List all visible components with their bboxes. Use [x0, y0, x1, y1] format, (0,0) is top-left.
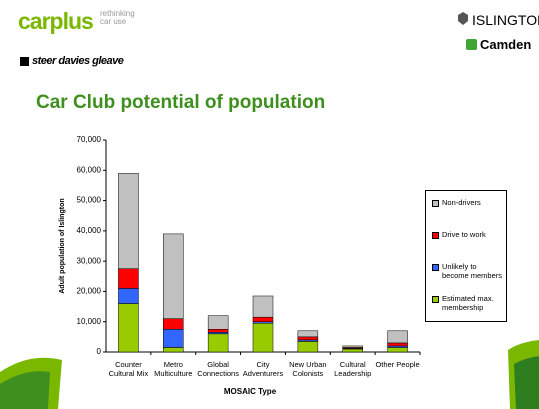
bar-segment: [252, 316, 274, 322]
x-tick-label: New Urban Colonists: [289, 360, 327, 378]
y-tick-label: 20,000: [77, 287, 102, 296]
y-tick-label: 10,000: [77, 317, 102, 326]
bar-segment: [387, 347, 408, 353]
bar-segment: [118, 173, 139, 269]
legend-entry: Estimated max. membership: [432, 294, 504, 312]
legend-swatch: [432, 200, 439, 207]
bar-segment: [118, 268, 139, 289]
x-tick-label: Cultural Leadership: [334, 360, 372, 378]
y-tick-label: 0: [97, 347, 102, 356]
x-tick-label: City Adventurers: [242, 360, 284, 378]
legend-entry: Drive to work: [432, 230, 504, 240]
bar-segment: [207, 315, 229, 330]
x-tick-label: Counter Cultural Mix: [108, 360, 149, 378]
legend-label: Non-drivers: [442, 198, 481, 207]
bar-segment: [387, 330, 408, 344]
bar-segment: [252, 295, 274, 318]
bar-segment: [297, 336, 319, 341]
legend-label: Drive to work: [442, 230, 486, 239]
legend-swatch: [432, 264, 439, 271]
x-tick-label: Global Connections: [197, 360, 239, 378]
bar-segment: [387, 342, 408, 347]
legend-label: Estimated max. membership: [442, 294, 494, 312]
bar-segment: [297, 341, 319, 353]
bar-segment: [163, 233, 184, 319]
bar-segment: [163, 329, 184, 348]
bar-segment: [297, 330, 319, 338]
legend-entry: Non-drivers: [432, 198, 504, 208]
legend-swatch: [432, 232, 439, 239]
bar-segment: [163, 347, 184, 353]
legend-swatch: [432, 296, 439, 303]
y-tick-label: 30,000: [77, 256, 102, 265]
camden-icon: [466, 39, 477, 50]
y-tick-label: 60,000: [77, 165, 102, 174]
council: Camden: [480, 37, 532, 52]
bar-segment: [118, 288, 139, 304]
partner-icon: [20, 57, 29, 66]
decor-swoosh: [0, 371, 50, 409]
x-tick-label: Other People: [375, 360, 420, 369]
y-tick-label: 50,000: [77, 196, 102, 205]
bar-segment: [118, 303, 139, 353]
legend: Estimated max. membership Unlikely to bec…: [425, 190, 507, 322]
bar-segment: [207, 329, 229, 333]
legend-entry: Unlikely to become members: [432, 262, 504, 280]
y-tick-label: 70,000: [77, 135, 102, 144]
crest-icon: [458, 12, 468, 25]
bar-segment: [342, 348, 363, 353]
y-axis-label: Adult population of Islington: [59, 198, 66, 293]
partner: steer davies gleave: [32, 55, 124, 67]
y-tick-label: 40,000: [77, 226, 102, 235]
brand: carplus: [18, 8, 94, 34]
decor-swoosh: [514, 356, 539, 409]
bar-segment: [207, 333, 229, 353]
chart-title: Car Club potential of population: [36, 92, 326, 113]
council: ISLINGTON: [472, 12, 539, 28]
bar-segment: [342, 345, 363, 348]
bar-segment: [163, 318, 184, 330]
legend-label: Unlikely to become members: [442, 262, 503, 280]
tagline: rethinking car use: [100, 9, 135, 26]
x-tick-label: Metro Multiculture: [154, 360, 193, 378]
x-axis-label: MOSAIC Type: [223, 387, 277, 396]
bar-segment: [252, 322, 274, 353]
